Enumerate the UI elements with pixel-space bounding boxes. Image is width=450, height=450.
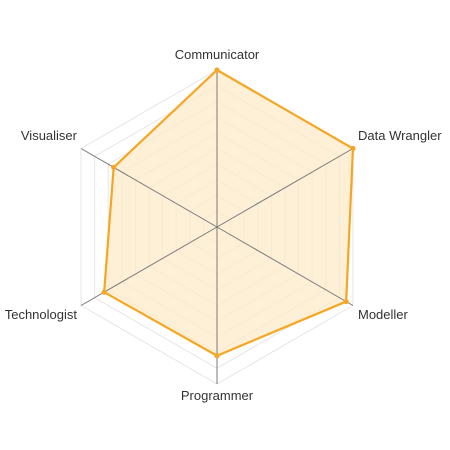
axis-label-data-wrangler: Data Wrangler: [358, 128, 442, 143]
series-polygon: [102, 68, 355, 357]
axis-label-programmer: Programmer: [181, 388, 254, 403]
series-area: [102, 68, 355, 357]
axis-label-visualiser: Visualiser: [21, 128, 78, 143]
axis-label-communicator: Communicator: [175, 47, 260, 62]
data-point[interactable]: [214, 67, 220, 73]
axis-label-technologist: Technologist: [5, 307, 78, 322]
data-point[interactable]: [350, 145, 356, 152]
axis-labels: Communicator Data Wrangler Modeller Prog…: [5, 47, 443, 403]
data-point[interactable]: [343, 298, 349, 305]
axis-spoke: [80, 148, 218, 228]
data-point[interactable]: [101, 289, 107, 295]
axis-label-modeller: Modeller: [358, 307, 409, 322]
axis-spoke: [216, 148, 354, 228]
data-point[interactable]: [111, 164, 117, 170]
data-point[interactable]: [214, 353, 220, 359]
data-points: [101, 67, 356, 359]
axis-spoke: [216, 226, 354, 306]
